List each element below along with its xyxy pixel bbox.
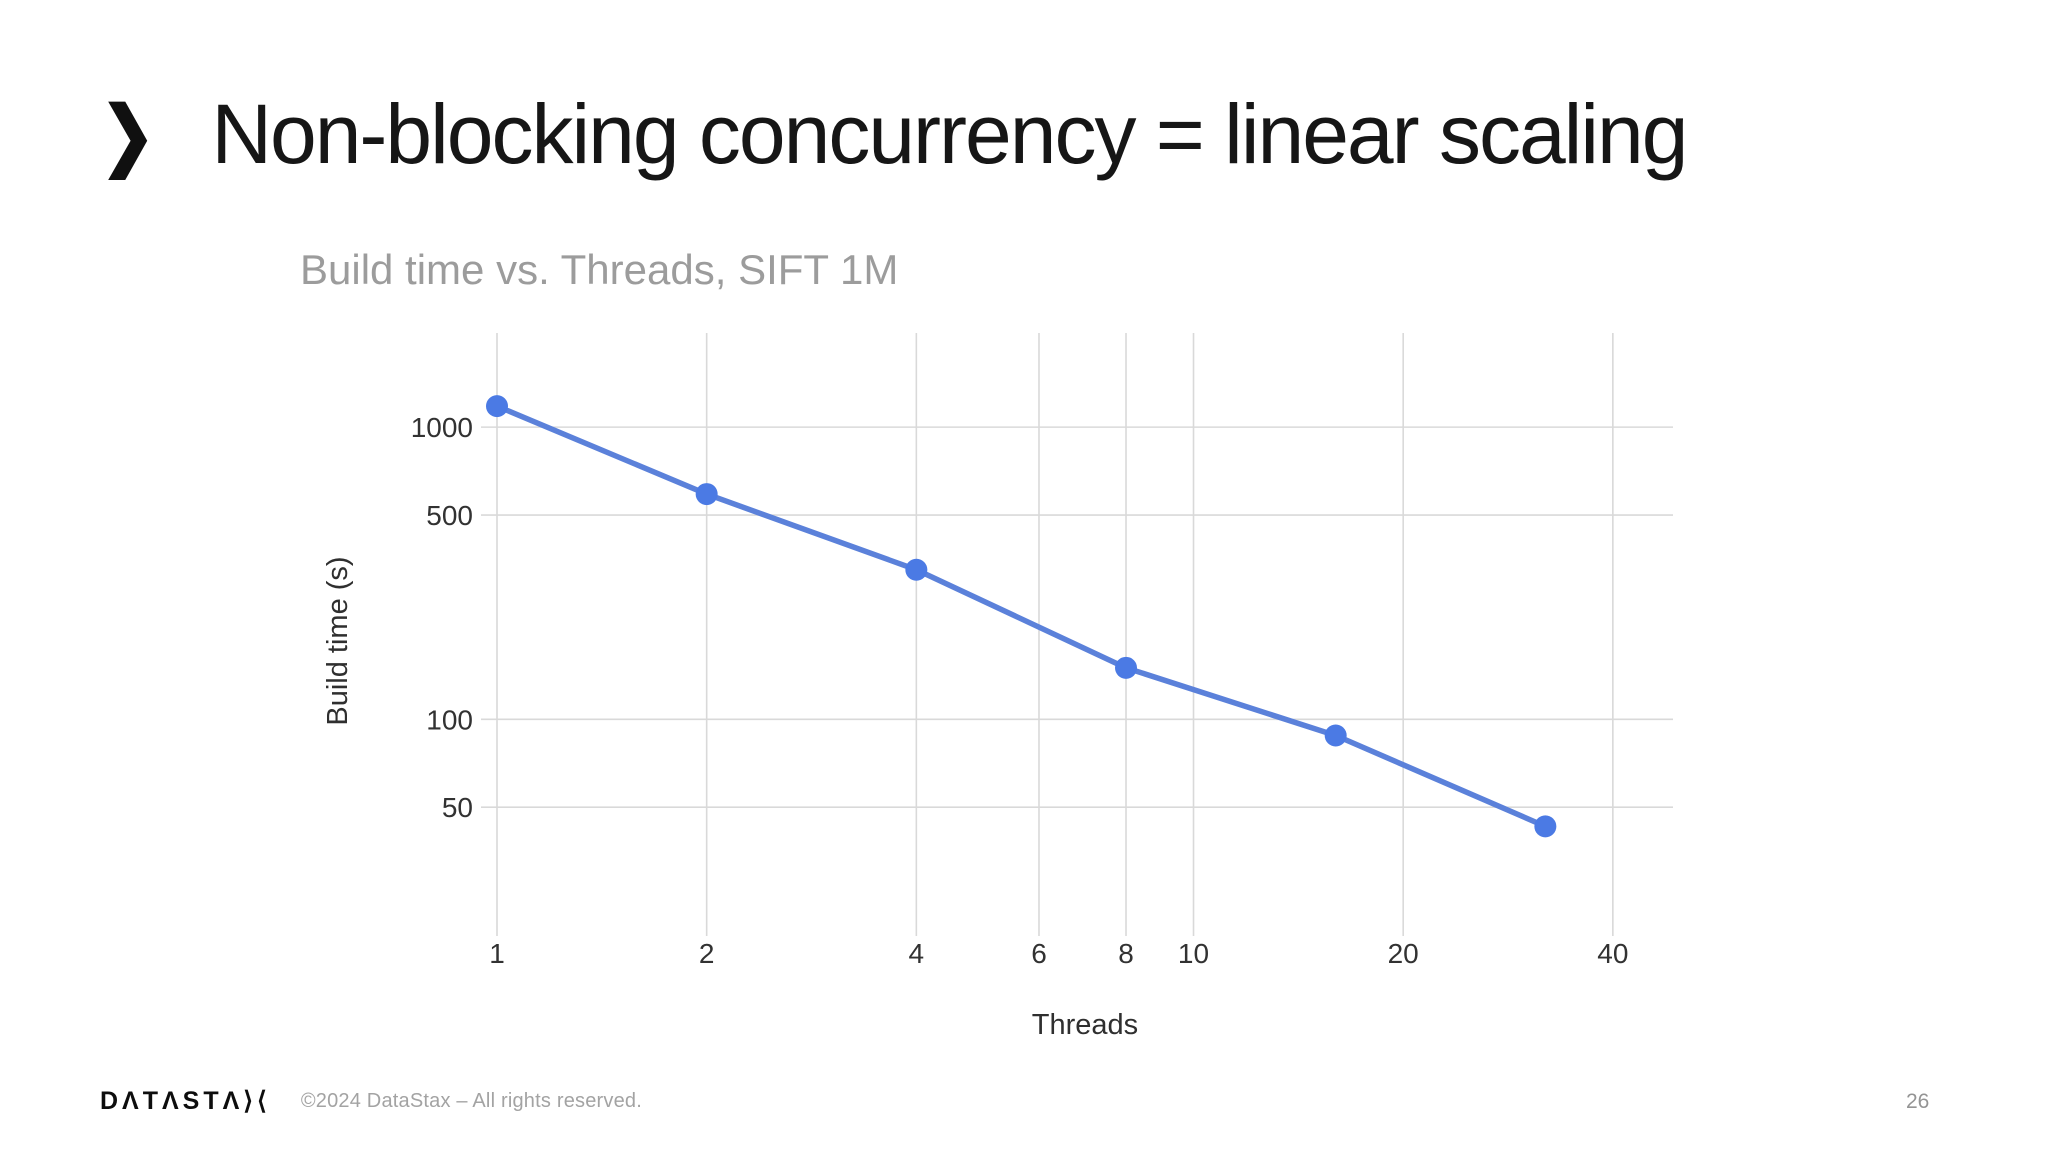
svg-text:1000: 1000 — [411, 412, 473, 443]
y-axis-label: Build time (s) — [322, 556, 354, 725]
svg-text:40: 40 — [1597, 938, 1628, 969]
bullet-chevron-icon: ❯ — [100, 91, 156, 177]
svg-text:20: 20 — [1388, 938, 1419, 969]
svg-text:1: 1 — [489, 938, 505, 969]
x-axis-label: Threads — [1032, 1009, 1138, 1041]
svg-text:10: 10 — [1178, 938, 1209, 969]
series-markers — [486, 395, 1557, 838]
page-number: 26 — [1906, 1090, 1930, 1113]
series-line — [494, 403, 1549, 830]
chart-gridlines — [481, 333, 1673, 936]
footer: DΛTΛSTΛ⟩⟨ ©2024 DataStax – All rights re… — [100, 1086, 642, 1116]
y-axis-tick-labels: 50 100 500 1000 — [411, 412, 473, 823]
data-point — [1324, 724, 1347, 747]
svg-text:50: 50 — [442, 792, 473, 823]
data-point — [905, 558, 928, 581]
slide-header: ❯ Non-blocking concurrency = linear scal… — [100, 87, 1688, 181]
svg-text:8: 8 — [1118, 938, 1134, 969]
svg-text:500: 500 — [426, 500, 473, 531]
data-point — [1115, 656, 1138, 679]
data-point — [1534, 815, 1557, 838]
copyright-text: ©2024 DataStax – All rights reserved. — [300, 1089, 643, 1112]
chart-title: Build time vs. Threads, SIFT 1M — [300, 246, 898, 293]
data-point — [695, 483, 718, 506]
svg-text:2: 2 — [699, 938, 715, 969]
slide-title: Non-blocking concurrency = linear scalin… — [211, 87, 1688, 181]
datastax-logo: DΛTΛSTΛ⟩⟨ — [100, 1087, 271, 1115]
x-axis-tick-labels: 1 2 4 6 8 10 20 40 — [489, 938, 1628, 969]
svg-text:100: 100 — [426, 704, 473, 735]
svg-text:4: 4 — [909, 938, 925, 969]
data-point — [486, 395, 508, 418]
svg-text:6: 6 — [1031, 938, 1047, 969]
